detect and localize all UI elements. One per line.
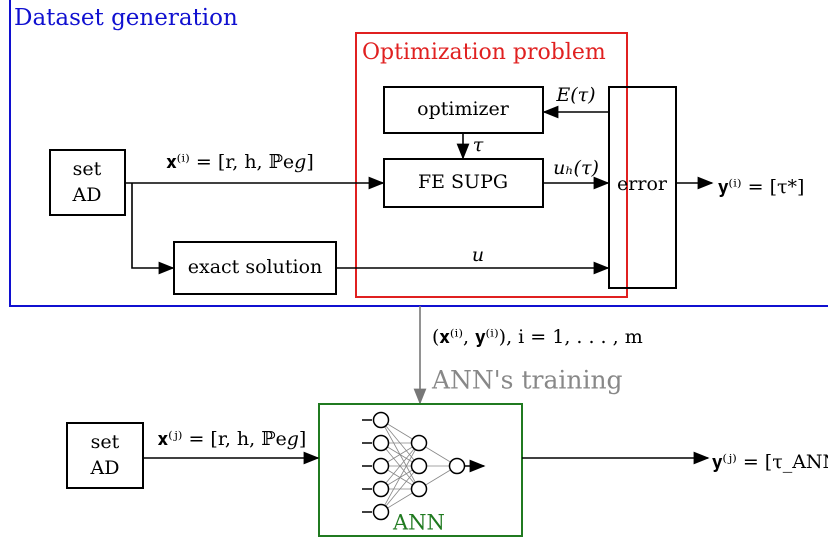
edge-label: 𝐱⁽ʲ⁾ = [r, h, ℙe𝑔] bbox=[158, 428, 307, 450]
node-label: FE SUPG bbox=[418, 171, 508, 193]
edge-label: τ bbox=[473, 134, 484, 156]
ann-frame bbox=[318, 403, 523, 537]
node-label: set bbox=[91, 431, 120, 453]
ann-label: ANN bbox=[392, 511, 445, 535]
node-label: AD bbox=[90, 457, 120, 479]
node-label: AD bbox=[72, 184, 102, 206]
node-label: exact solution bbox=[188, 256, 323, 278]
node-label: error bbox=[617, 173, 668, 195]
neural-network-icon bbox=[362, 411, 486, 521]
edge-label: 𝐲⁽ʲ⁾ = [τ_ANN] bbox=[712, 451, 828, 473]
node-label: optimizer bbox=[417, 98, 510, 120]
dataset-title: Dataset generation bbox=[14, 5, 238, 31]
dataset-frame bbox=[9, 0, 828, 307]
arrow bbox=[131, 183, 175, 275]
node-label: set bbox=[73, 158, 102, 180]
edge-label: 𝐱⁽ⁱ⁾ = [r, h, ℙe𝑔] bbox=[166, 151, 314, 173]
edge-label: u bbox=[472, 244, 484, 266]
training-label: ANN's training bbox=[431, 366, 623, 395]
edge-label: (𝐱⁽ⁱ⁾, 𝐲⁽ⁱ⁾), i = 1, . . . , m bbox=[432, 326, 643, 348]
edge-label: uₕ(τ) bbox=[553, 157, 599, 179]
optimization-title: Optimization problem bbox=[362, 40, 606, 65]
set-ad-box bbox=[66, 422, 144, 489]
edge-label: E(τ) bbox=[555, 84, 595, 106]
optimization-frame bbox=[355, 32, 628, 298]
edge-label: 𝐲⁽ⁱ⁾ = [τ*] bbox=[718, 176, 804, 198]
